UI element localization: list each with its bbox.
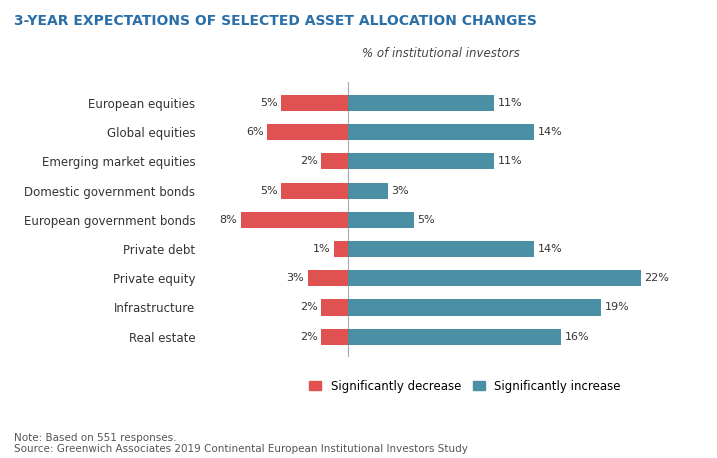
Text: 3%: 3% — [287, 273, 304, 284]
Bar — [308, 270, 348, 286]
Bar — [281, 183, 348, 199]
Bar — [334, 241, 348, 257]
Bar — [348, 95, 494, 111]
Bar — [321, 153, 348, 169]
Bar — [348, 270, 641, 286]
Text: 2%: 2% — [300, 302, 318, 312]
Text: 22%: 22% — [645, 273, 670, 284]
Text: 11%: 11% — [498, 156, 522, 166]
Text: 5%: 5% — [417, 215, 435, 225]
Text: 14%: 14% — [538, 127, 562, 137]
Text: 5%: 5% — [260, 98, 277, 108]
Bar — [348, 183, 388, 199]
Bar — [348, 124, 534, 140]
Text: % of institutional investors: % of institutional investors — [362, 48, 520, 60]
Text: 19%: 19% — [604, 302, 630, 312]
Text: 6%: 6% — [247, 127, 264, 137]
Bar — [267, 124, 348, 140]
Text: 8%: 8% — [219, 215, 237, 225]
Text: 11%: 11% — [498, 98, 522, 108]
Bar — [348, 300, 601, 316]
Text: 5%: 5% — [260, 185, 277, 196]
Text: Source: Greenwich Associates 2019 Continental European Institutional Investors S: Source: Greenwich Associates 2019 Contin… — [14, 444, 468, 454]
Text: 14%: 14% — [538, 244, 562, 254]
Bar — [321, 300, 348, 316]
Text: 16%: 16% — [564, 332, 589, 342]
Text: 2%: 2% — [300, 156, 318, 166]
Text: 2%: 2% — [300, 332, 318, 342]
Bar — [348, 329, 561, 345]
Bar — [321, 329, 348, 345]
Text: 1%: 1% — [313, 244, 331, 254]
Bar — [348, 241, 534, 257]
Bar — [241, 212, 348, 228]
Bar — [348, 153, 494, 169]
Bar — [281, 95, 348, 111]
Text: 3-YEAR EXPECTATIONS OF SELECTED ASSET ALLOCATION CHANGES: 3-YEAR EXPECTATIONS OF SELECTED ASSET AL… — [14, 14, 537, 28]
Bar — [348, 212, 414, 228]
Legend: Significantly decrease, Significantly increase: Significantly decrease, Significantly in… — [309, 380, 621, 393]
Text: Note: Based on 551 responses.: Note: Based on 551 responses. — [14, 433, 177, 443]
Text: 3%: 3% — [391, 185, 409, 196]
